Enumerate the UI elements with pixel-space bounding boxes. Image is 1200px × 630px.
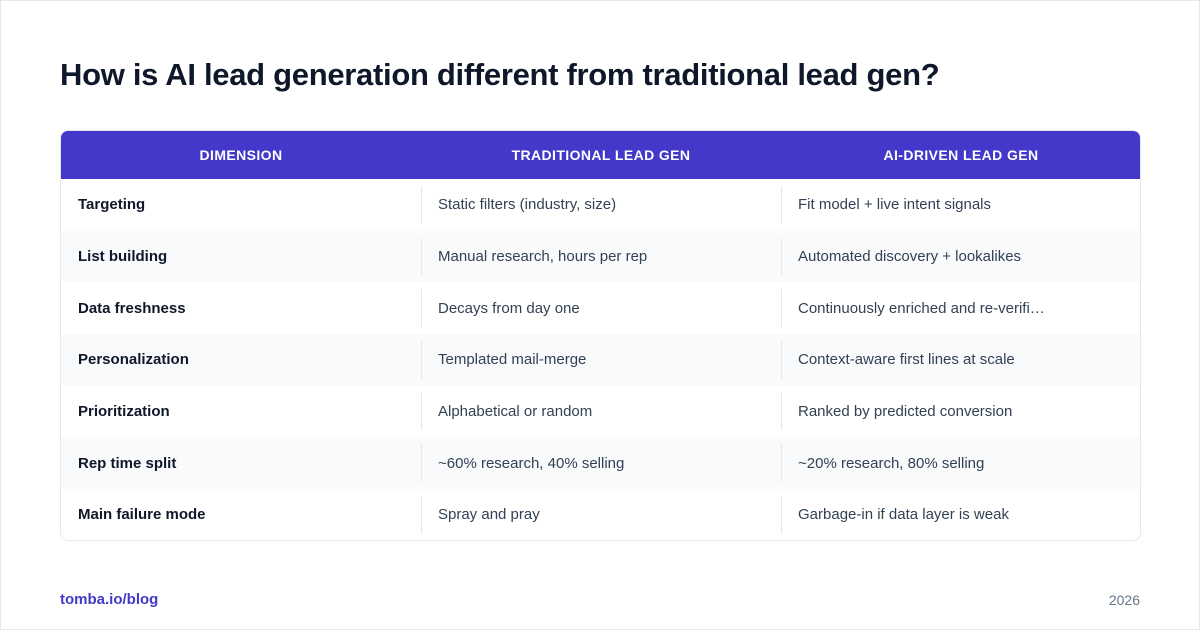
table-row: Data freshness Decays from day one Conti… <box>61 282 1140 334</box>
traditional-cell: Static filters (industry, size) <box>421 179 781 231</box>
dimension-cell: Data freshness <box>78 299 186 317</box>
table-row: Personalization Templated mail-merge Con… <box>61 334 1140 386</box>
table-body: Targeting Static filters (industry, size… <box>61 179 1140 540</box>
table-header: DIMENSION TRADITIONAL LEAD GEN AI-DRIVEN… <box>61 131 1140 179</box>
dimension-cell: Personalization <box>78 351 189 369</box>
dimension-cell: List building <box>78 248 168 266</box>
ai-cell: Context-aware first lines at scale <box>781 334 1140 386</box>
traditional-cell: Spray and pray <box>421 489 781 540</box>
traditional-cell: Alphabetical or random <box>421 386 781 438</box>
ai-cell: Automated discovery + lookalikes <box>781 231 1140 283</box>
comparison-table: DIMENSION TRADITIONAL LEAD GEN AI-DRIVEN… <box>61 131 1140 540</box>
table-row: Prioritization Alphabetical or random Ra… <box>61 386 1140 438</box>
table-row: List building Manual research, hours per… <box>61 230 1140 283</box>
table-row: Rep time split ~60% research, 40% sellin… <box>61 437 1140 490</box>
table-row: Main failure mode Spray and pray Garbage… <box>61 489 1140 540</box>
page-title: How is AI lead generation different from… <box>60 57 940 92</box>
header-ai-driven: AI-DRIVEN LEAD GEN <box>883 147 1039 163</box>
footer-year: 2026 <box>1108 592 1140 608</box>
comparison-table-card: DIMENSION TRADITIONAL LEAD GEN AI-DRIVEN… <box>60 130 1141 541</box>
header-row: DIMENSION TRADITIONAL LEAD GEN AI-DRIVEN… <box>61 131 1140 179</box>
dimension-cell: Prioritization <box>78 403 170 421</box>
dimension-cell: Rep time split <box>78 454 177 472</box>
dimension-cell: Targeting <box>78 196 146 214</box>
blog-link[interactable]: tomba.io/blog <box>60 591 159 608</box>
ai-cell: ~20% research, 80% selling <box>781 437 1140 489</box>
table-row: Targeting Static filters (industry, size… <box>61 179 1140 231</box>
traditional-cell: Decays from day one <box>421 282 781 334</box>
traditional-cell: Templated mail-merge <box>421 334 781 386</box>
ai-cell: Fit model + live intent signals <box>781 179 1140 231</box>
header-dimension: DIMENSION <box>199 147 283 163</box>
ai-cell: Garbage-in if data layer is weak <box>781 489 1140 540</box>
ai-cell: Ranked by predicted conversion <box>781 386 1140 438</box>
traditional-cell: Manual research, hours per rep <box>421 231 781 283</box>
dimension-cell: Main failure mode <box>78 506 206 524</box>
traditional-cell: ~60% research, 40% selling <box>421 437 781 489</box>
ai-cell: Continuously enriched and re-verifi… <box>781 282 1140 334</box>
header-traditional: TRADITIONAL LEAD GEN <box>511 147 691 163</box>
